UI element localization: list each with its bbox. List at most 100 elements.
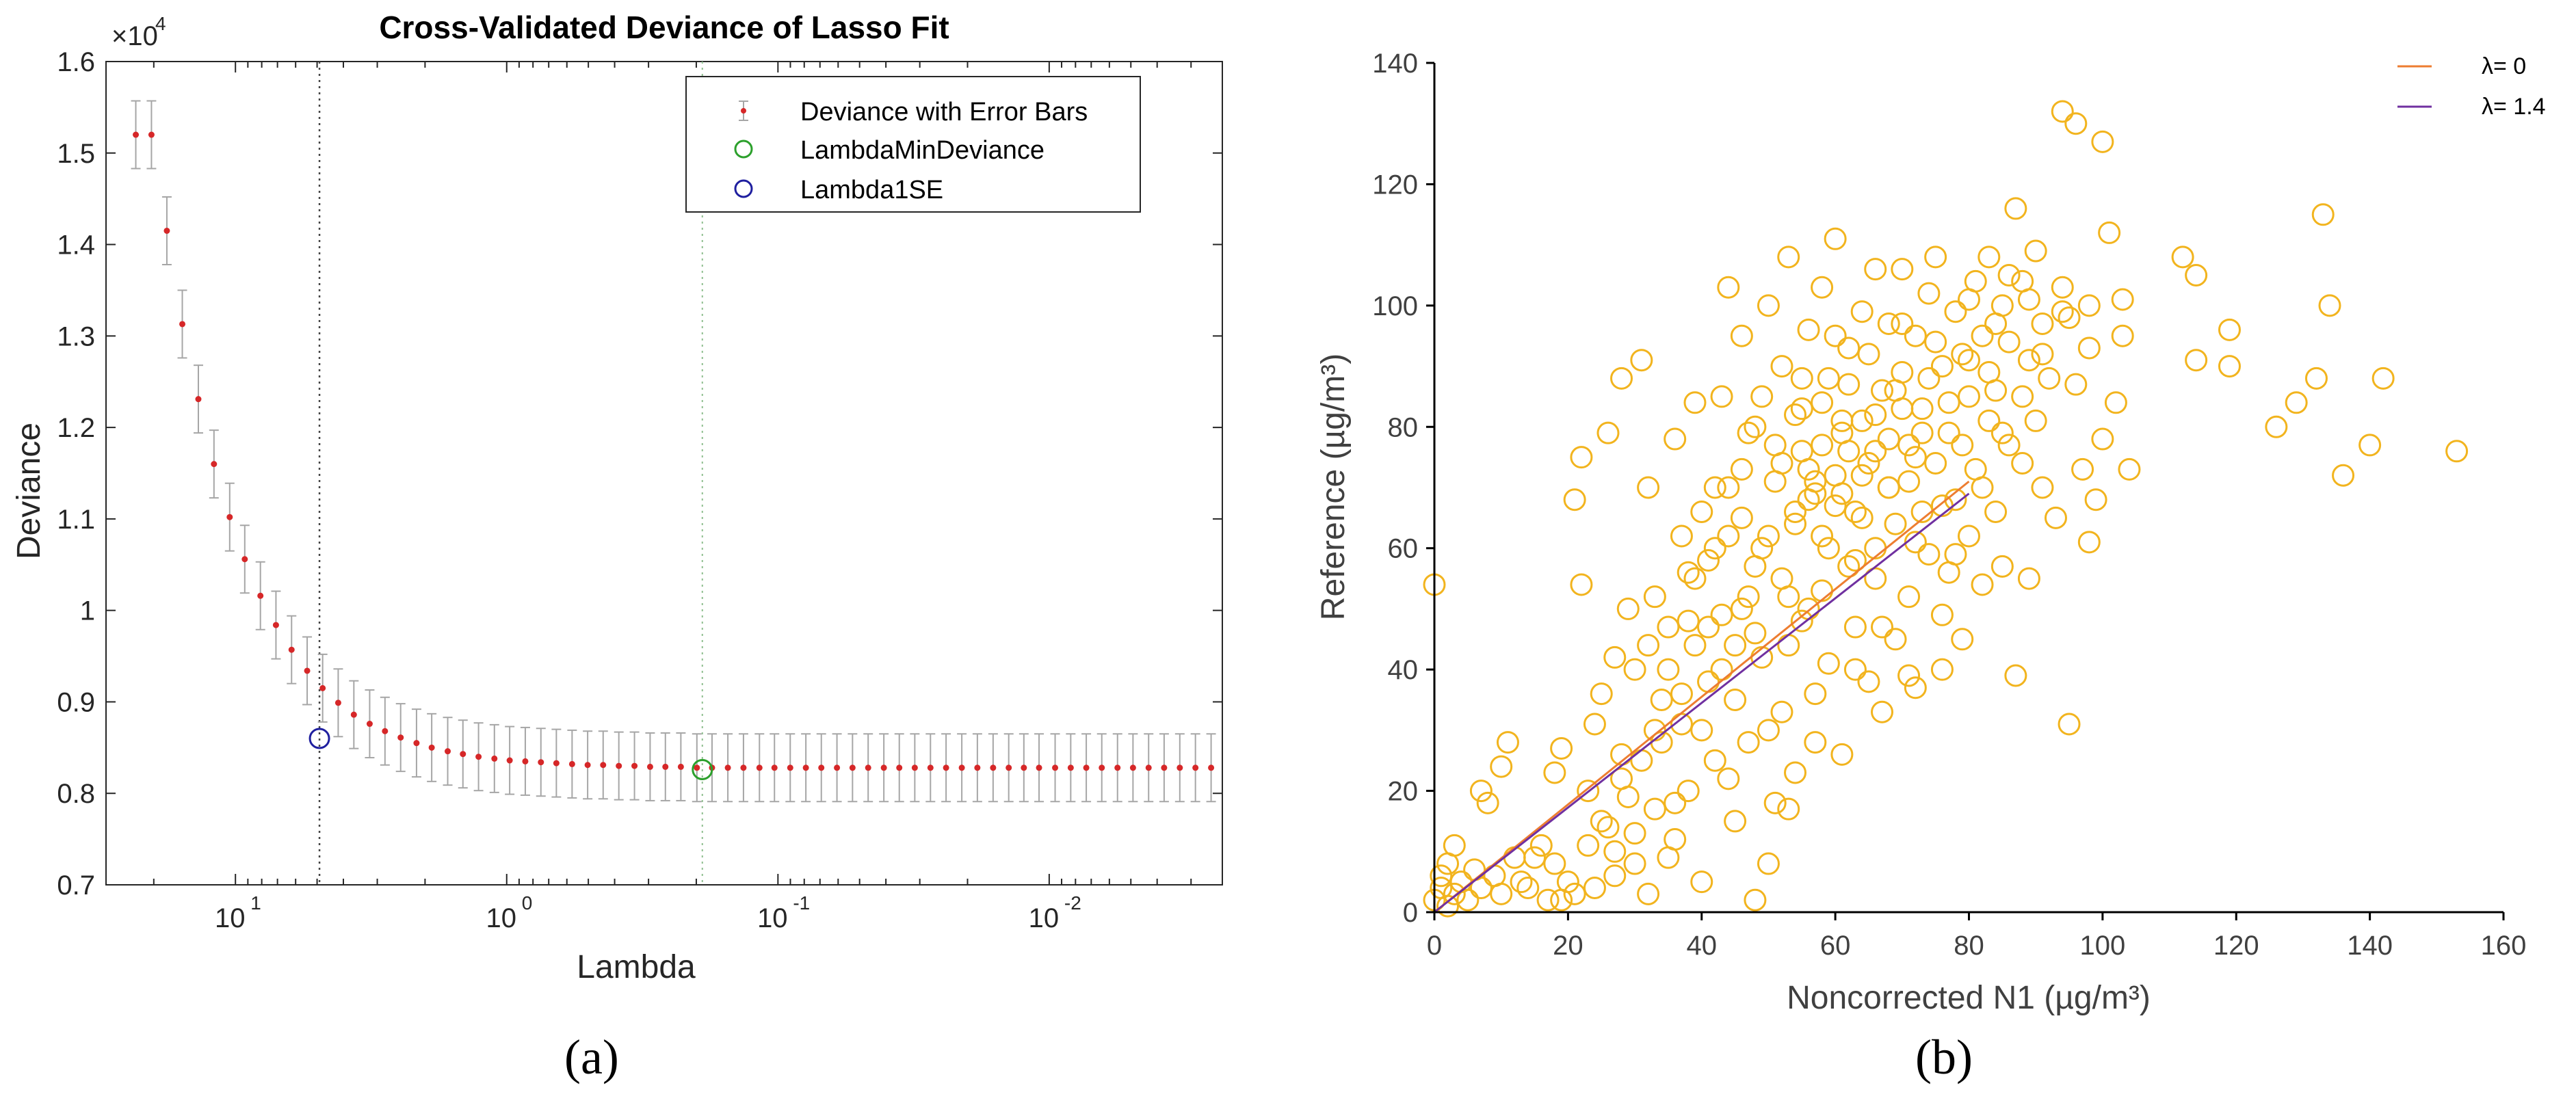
deviance-point: [211, 461, 218, 468]
scatter-point: [2051, 300, 2074, 323]
scatter-point: [1877, 312, 1900, 335]
scatter-point: [1563, 488, 1586, 511]
scatter-point: [1864, 567, 1887, 590]
scatter-point: [1904, 446, 1927, 469]
x-tick-label: 60: [1820, 931, 1851, 961]
scatter-point: [1910, 421, 1934, 444]
scatter-point: [2077, 294, 2101, 317]
deviance-chart: 0.70.80.911.11.21.31.41.51.6 10110010-11…: [11, 10, 1223, 985]
deviance-point: [553, 760, 560, 767]
scatter-point: [1817, 652, 1840, 675]
scatter-point: [1630, 749, 1653, 772]
scatter-point: [1997, 330, 2021, 354]
deviance-point: [475, 754, 482, 760]
scatter-point: [2104, 391, 2127, 414]
scatter-point: [1777, 245, 1800, 269]
scatter-point: [1917, 367, 1941, 390]
deviance-point: [1021, 764, 1027, 771]
scatter-point: [1563, 882, 1586, 905]
scatter-point: [1550, 736, 1573, 760]
scatter-point: [1469, 780, 1493, 803]
scatter-point: [1997, 434, 2021, 457]
scatter-point: [1737, 731, 1760, 754]
deviance-point: [382, 728, 389, 734]
plot-a-y-ticks: 0.7 0.8 0.9 1 1.1 1.2 1.3 1.4 1.5 1.6: [57, 47, 1222, 901]
scatter-point: [1683, 567, 1707, 590]
deviance-point: [460, 751, 466, 758]
scatter-point: [1664, 791, 1687, 814]
scatter-point: [1763, 791, 1787, 814]
scatter-point: [1623, 822, 1646, 845]
deviance-point: [506, 757, 513, 764]
scatter-point: [1850, 464, 1874, 487]
scatter-point: [1757, 294, 1780, 317]
scatter-point: [2171, 245, 2194, 269]
x-tick-exponent: -2: [1064, 892, 1081, 914]
scatter-point: [1683, 391, 1707, 414]
scatter-point: [1850, 506, 1874, 529]
scatter-point: [1804, 470, 1827, 493]
scatter-point: [1843, 500, 1867, 523]
legend-entry-min-deviance: LambdaMinDeviance: [734, 136, 1044, 165]
deviance-point: [350, 711, 357, 718]
scatter-point: [1877, 427, 1900, 451]
scatter-point: [1757, 719, 1780, 742]
scatter-point: [2004, 664, 2027, 687]
legend-label-lambda-14: λ= 1.4: [2482, 94, 2546, 120]
scatter-point: [1937, 421, 1960, 444]
y-exponent-base: ×10: [111, 21, 158, 51]
scatter-point: [1824, 227, 1847, 250]
plot-b-points: [1423, 100, 2469, 918]
y-tick-label: 0.8: [57, 779, 95, 809]
scatter-point: [1977, 245, 2001, 269]
legend-entry-lambda-14: λ= 1.4: [2397, 94, 2546, 120]
scatter-point: [2358, 434, 2382, 457]
x-tick-label: 80: [1954, 931, 1984, 961]
legend-a-box: [685, 76, 1141, 213]
scatter-point: [1630, 349, 1653, 372]
deviance-point: [865, 764, 871, 771]
deviance-point: [834, 764, 841, 771]
scatter-point: [1603, 840, 1627, 863]
scatter-point: [1730, 597, 1753, 620]
y-tick-label: 0.7: [57, 870, 95, 901]
plot-a-points: [133, 131, 1215, 780]
scatter-point: [1904, 676, 1927, 700]
scatter-point: [1817, 367, 1840, 390]
scatter-point: [1456, 888, 1480, 911]
x-tick-label: 10: [486, 903, 517, 933]
y-tick-label: 1.4: [57, 230, 95, 261]
scatter-point: [1590, 682, 1613, 706]
scatter-point: [1703, 537, 1726, 560]
scatter-point: [1843, 658, 1867, 681]
scatter-point: [1797, 457, 1820, 481]
scatter-point: [1710, 385, 1733, 408]
deviance-point: [1099, 764, 1105, 771]
scatter-point: [2084, 488, 2107, 511]
deviance-point: [756, 764, 763, 771]
scatter-point: [1990, 555, 2014, 578]
chart-a-x-label: Lambda: [577, 949, 696, 985]
scatter-point: [1990, 421, 2014, 444]
scatter-point: [1790, 609, 1813, 633]
scatter-point: [1490, 755, 1513, 778]
deviance-point: [646, 763, 653, 770]
scatter-point: [1891, 258, 1914, 281]
scatter-point: [2058, 713, 2081, 736]
deviance-point: [1129, 764, 1136, 771]
scatter-point: [1777, 634, 1800, 657]
scatter-point: [1930, 355, 1954, 378]
scatter-point: [1951, 434, 1974, 457]
scatter-point: [1443, 882, 1466, 905]
scatter-point: [1843, 548, 1867, 572]
deviance-point: [631, 762, 638, 769]
scatter-point: [1556, 870, 1579, 894]
legend-entry-1se: Lambda1SE: [734, 176, 943, 204]
scatter-point: [1924, 330, 1947, 354]
scatter-point: [1724, 634, 1747, 657]
scatter-point: [1891, 312, 1914, 335]
deviance-point: [1083, 764, 1090, 771]
scatter-point: [2371, 367, 2395, 390]
scatter-point: [1577, 780, 1600, 803]
y-tick-label: 60: [1388, 534, 1419, 564]
